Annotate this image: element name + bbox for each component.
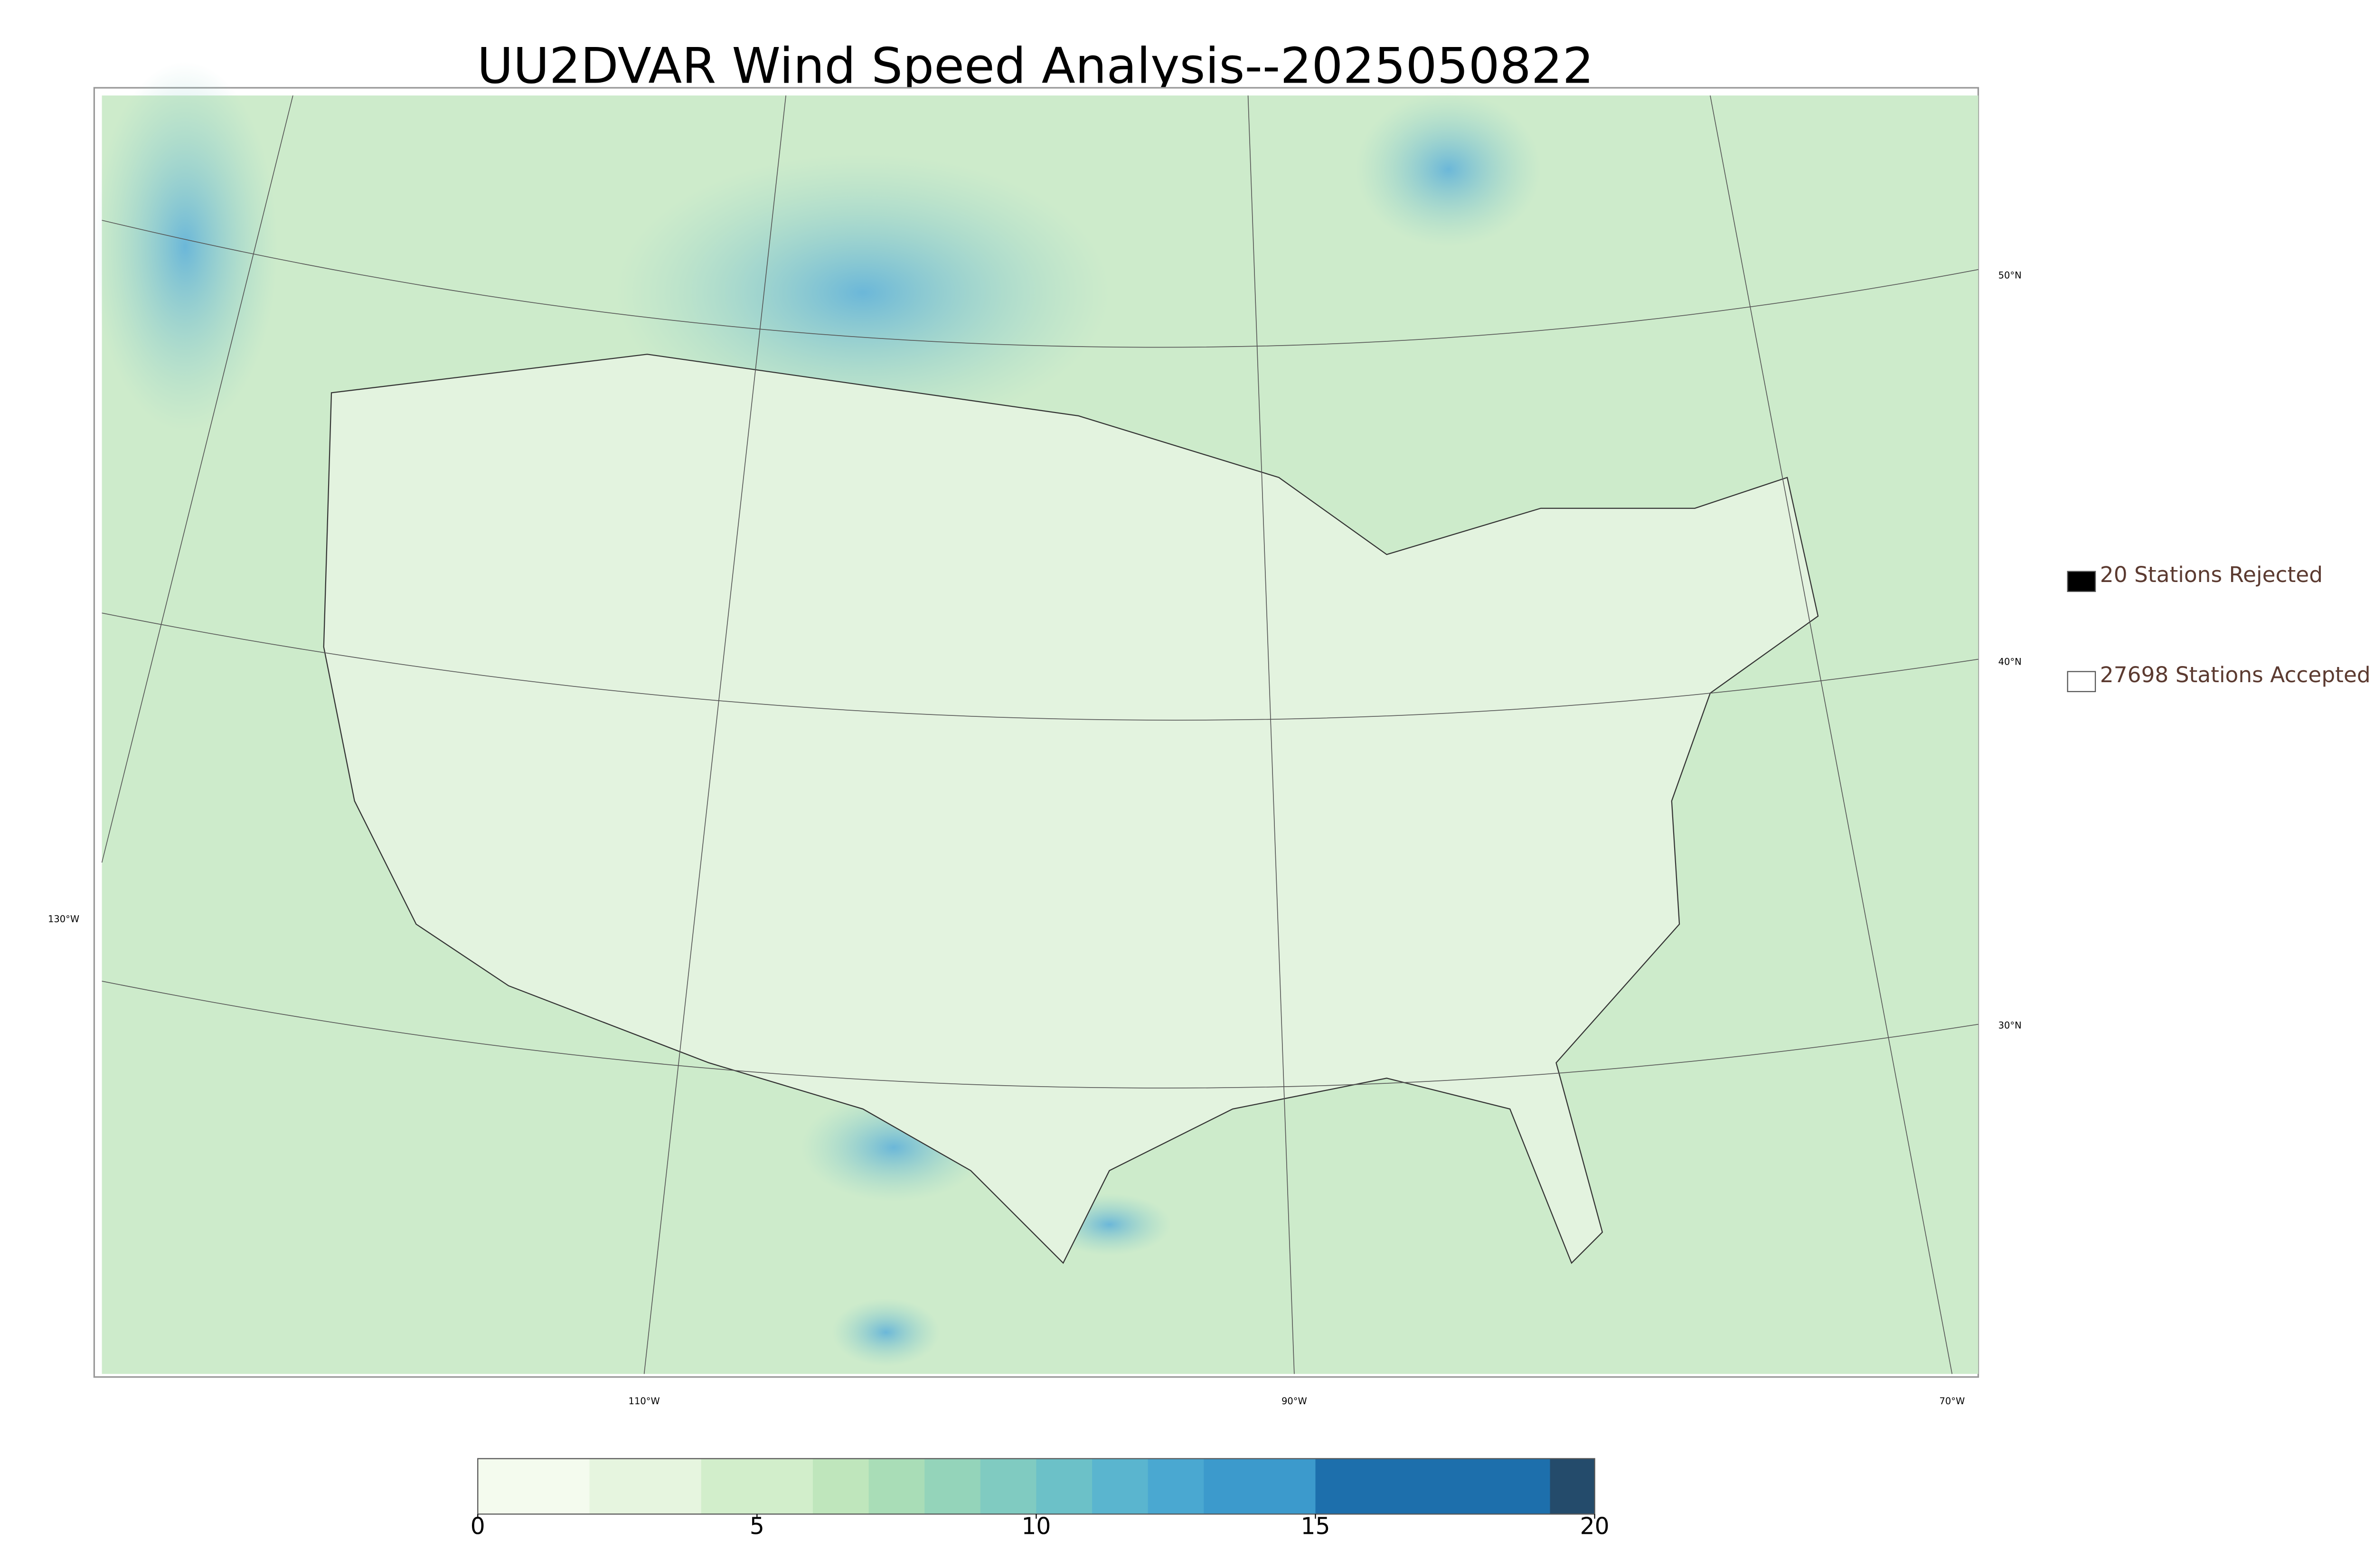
graticule-line	[101, 95, 293, 863]
colorbar-segment	[1036, 1458, 1093, 1514]
legend-label: 20 Stations Rejected	[2100, 562, 2323, 587]
colorbar-segment	[1550, 1458, 1595, 1514]
legend-label: 27698 Stations Accepted	[2100, 662, 2371, 687]
colorbar-tick-label: 10	[1021, 1513, 1051, 1540]
colorbar-segment	[1315, 1458, 1551, 1514]
graticule-line	[643, 95, 786, 1374]
graticule-line	[102, 220, 1978, 348]
title: UU2DVAR Wind Speed Analysis--2025050822	[477, 38, 1594, 94]
colorbar-tick-label: 15	[1301, 1513, 1330, 1540]
wind-blob	[93, 61, 278, 432]
colorbar-segment	[868, 1458, 925, 1514]
graticule-line	[102, 612, 1978, 721]
lat-label: 30°N	[1998, 1020, 2022, 1031]
us-outline	[323, 354, 1819, 1264]
colorbar-segment	[1148, 1458, 1205, 1514]
colorbar-tick-label: 5	[750, 1513, 764, 1540]
graticule-line	[1247, 95, 1295, 1374]
colorbar-segment	[1092, 1458, 1149, 1514]
lat-label: 50°N	[1998, 270, 2022, 281]
lon-label: 130°W	[48, 914, 79, 925]
graticule-line	[1710, 95, 1953, 1374]
legend-swatch	[2067, 571, 2096, 592]
colorbar-segment	[701, 1458, 813, 1514]
graticule-line	[102, 981, 1978, 1089]
graticule	[101, 95, 1978, 1374]
wind-blob	[1356, 92, 1541, 247]
colorbar-segment	[589, 1458, 702, 1514]
colorbar-segment	[1204, 1458, 1316, 1514]
colorbar-segment	[478, 1458, 590, 1514]
legend: 20 Stations Rejected 27698 Stations Accep…	[2067, 562, 2371, 692]
colorbar-segment	[812, 1458, 869, 1514]
colorbar-segment	[980, 1458, 1037, 1514]
wind-blob	[832, 1298, 940, 1366]
colorbar-segment	[924, 1458, 981, 1514]
colorbar-tick-label: 0	[471, 1513, 485, 1540]
colorbar: 0 5 10 15 20	[471, 1458, 1610, 1540]
wind-blob	[616, 154, 1110, 432]
legend-swatch	[2067, 671, 2096, 692]
lon-label: 110°W	[629, 1396, 660, 1407]
lon-label: 90°W	[1281, 1396, 1307, 1407]
lon-label: 70°W	[1939, 1396, 1965, 1407]
map: 50°N 40°N 30°N 130°W 110°W 90°W 70°W	[48, 61, 2022, 1407]
lat-label: 40°N	[1998, 657, 2022, 667]
colorbar-tick-label: 20	[1580, 1513, 1610, 1540]
